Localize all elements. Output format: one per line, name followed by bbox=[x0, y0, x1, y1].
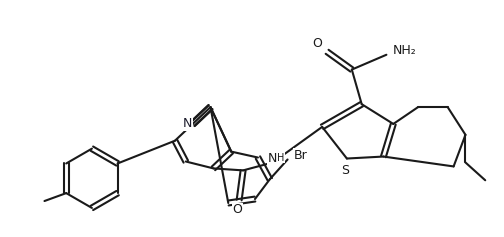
Text: O: O bbox=[232, 203, 242, 216]
Text: Br: Br bbox=[293, 149, 307, 162]
Text: N: N bbox=[268, 152, 277, 165]
Text: O: O bbox=[312, 37, 322, 50]
Text: N: N bbox=[183, 118, 193, 130]
Text: NH₂: NH₂ bbox=[392, 44, 416, 57]
Text: H: H bbox=[277, 153, 284, 163]
Text: S: S bbox=[341, 164, 349, 177]
